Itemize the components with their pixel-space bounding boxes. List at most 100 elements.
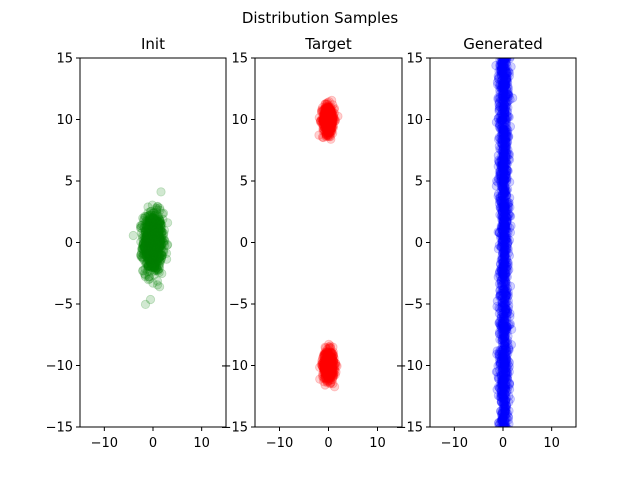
scatter-point <box>324 127 334 137</box>
scatter-point <box>322 378 332 388</box>
scatter-point <box>139 215 149 225</box>
scatter-point <box>149 248 159 258</box>
scatter-point <box>500 395 511 406</box>
scatter-point <box>146 243 156 253</box>
scatter-point <box>153 244 163 254</box>
scatter-point <box>153 224 163 234</box>
scatter-point <box>148 227 158 237</box>
scatter-point <box>326 364 336 374</box>
scatter-point <box>328 364 338 374</box>
scatter-point <box>319 117 330 127</box>
scatter-point <box>324 361 335 372</box>
scatter-point <box>322 365 333 375</box>
scatter-point <box>154 255 165 265</box>
scatter-point <box>146 227 156 237</box>
scatter-point <box>325 123 335 133</box>
scatter-point <box>322 130 332 140</box>
scatter-point <box>153 226 163 236</box>
scatter-point <box>324 358 334 368</box>
scatter-point <box>144 245 154 255</box>
scatter-point <box>321 343 331 353</box>
scatter-point <box>326 377 336 387</box>
scatter-point <box>320 127 330 137</box>
scatter-point <box>329 356 339 366</box>
scatter-point <box>325 126 335 136</box>
scatter-point <box>320 117 330 128</box>
scatter-point <box>150 245 160 255</box>
scatter-point <box>323 106 333 116</box>
scatter-point <box>325 358 335 368</box>
scatter-point <box>139 269 149 279</box>
scatter-point <box>320 366 330 376</box>
scatter-point <box>324 111 334 121</box>
scatter-point <box>328 100 338 110</box>
scatter-point <box>152 237 163 248</box>
scatter-point <box>148 230 158 240</box>
scatter-point <box>149 260 159 270</box>
scatter-point <box>324 371 334 381</box>
scatter-point <box>318 357 328 367</box>
scatter-point <box>331 360 341 371</box>
scatter-point <box>149 230 159 240</box>
scatter-point <box>162 240 172 250</box>
scatter-point <box>500 293 510 303</box>
scatter-point <box>321 114 331 124</box>
scatter-point <box>323 361 333 371</box>
scatter-point <box>320 111 330 121</box>
scatter-point <box>141 218 152 228</box>
scatter-point <box>322 366 332 376</box>
scatter-point <box>145 240 155 250</box>
scatter-point <box>320 104 330 114</box>
scatter-point <box>154 253 164 263</box>
scatter-point <box>142 258 152 268</box>
scatter-point <box>147 241 157 251</box>
scatter-point <box>152 254 162 264</box>
scatter-point <box>325 364 335 375</box>
scatter-point <box>329 369 339 379</box>
scatter-point <box>319 368 329 378</box>
scatter-point <box>327 108 337 119</box>
scatter-point <box>146 254 156 264</box>
scatter-point <box>315 117 325 127</box>
scatter-point <box>144 250 154 260</box>
scatter-point <box>144 231 154 241</box>
scatter-point <box>323 371 334 381</box>
y-tick-label: −5 <box>404 298 423 313</box>
scatter-point <box>326 116 336 126</box>
scatter-point <box>323 120 333 130</box>
scatter-point <box>501 158 511 168</box>
scatter-point <box>325 108 335 118</box>
scatter-point <box>329 108 339 118</box>
scatter-point <box>501 115 511 125</box>
scatter-point <box>497 415 507 426</box>
scatter-point <box>145 251 155 261</box>
scatter-point <box>498 200 508 210</box>
scatter-point <box>318 115 328 126</box>
scatter-point <box>149 243 159 254</box>
x-tick-label: 10 <box>543 436 560 451</box>
scatter-point <box>498 176 508 186</box>
scatter-point <box>153 226 163 236</box>
scatter-point <box>145 231 155 241</box>
scatter-point <box>322 117 333 128</box>
scatter-point <box>319 112 330 123</box>
scatter-point <box>147 228 157 238</box>
scatter-point <box>503 359 513 370</box>
scatter-point <box>324 114 334 124</box>
scatter-point <box>325 106 335 116</box>
scatter-point <box>144 237 154 247</box>
scatter-point <box>151 244 161 254</box>
scatter-point <box>493 161 503 171</box>
scatter-point <box>144 235 154 245</box>
scatter-point <box>157 251 167 261</box>
scatter-point <box>319 116 329 127</box>
scatter-point <box>150 261 160 271</box>
scatter-point <box>141 251 151 261</box>
scatter-point <box>327 111 337 122</box>
scatter-point <box>494 199 504 209</box>
scatter-point <box>325 107 335 117</box>
scatter-point <box>328 348 338 359</box>
scatter-point <box>321 130 331 140</box>
scatter-point <box>322 357 332 367</box>
scatter-point <box>323 369 333 379</box>
